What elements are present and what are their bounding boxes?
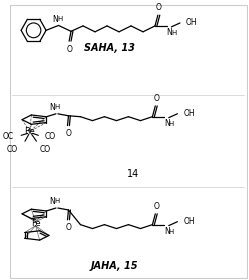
Text: CO: CO <box>7 145 18 154</box>
Text: SAHA, 13: SAHA, 13 <box>84 43 135 53</box>
Text: O: O <box>156 3 162 12</box>
Text: OC: OC <box>2 132 13 141</box>
Text: N: N <box>164 119 170 128</box>
Text: N: N <box>167 28 172 37</box>
Text: O: O <box>153 202 159 211</box>
Text: CO: CO <box>45 132 56 141</box>
Text: N: N <box>49 103 55 112</box>
Text: O: O <box>65 129 71 137</box>
Text: H: H <box>171 30 177 36</box>
Text: 14: 14 <box>127 169 139 179</box>
Text: H: H <box>169 121 174 127</box>
Text: H: H <box>169 228 174 235</box>
Text: OH: OH <box>186 18 197 27</box>
Text: H: H <box>54 104 60 110</box>
Text: O: O <box>67 45 73 54</box>
Text: H: H <box>54 198 60 204</box>
Text: JAHA, 15: JAHA, 15 <box>90 261 138 271</box>
Text: CO: CO <box>39 145 51 154</box>
Text: O: O <box>65 223 71 232</box>
Text: OH: OH <box>183 109 195 118</box>
Text: O: O <box>153 94 159 103</box>
Text: N: N <box>52 15 58 24</box>
Text: OH: OH <box>183 217 195 226</box>
Text: Re: Re <box>24 127 35 136</box>
Text: N: N <box>49 197 55 206</box>
Text: H: H <box>57 17 62 22</box>
Text: N: N <box>164 227 170 235</box>
Text: Fe: Fe <box>31 219 40 228</box>
